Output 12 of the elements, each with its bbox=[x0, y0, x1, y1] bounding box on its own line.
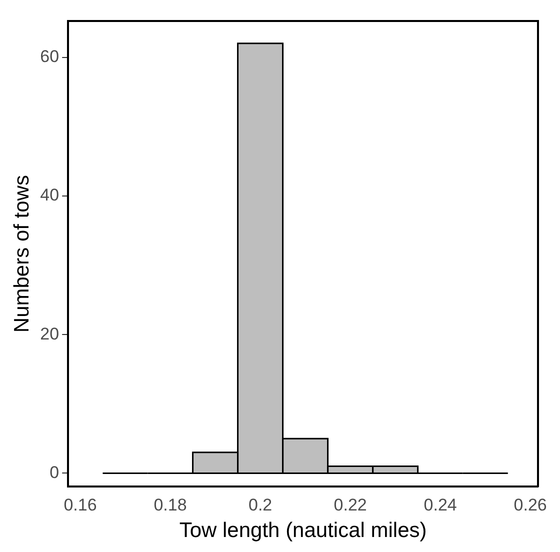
x-tick-label: 0.18 bbox=[154, 495, 187, 514]
x-tick-label: 0.16 bbox=[64, 495, 97, 514]
y-tick-label: 0 bbox=[50, 462, 60, 482]
y-tick-label: 60 bbox=[40, 46, 60, 66]
x-tick-label: 0.2 bbox=[248, 495, 272, 514]
y-tick-label: 20 bbox=[40, 324, 60, 344]
y-tick-label: 40 bbox=[40, 186, 60, 205]
x-tick-label: 0.26 bbox=[514, 495, 547, 514]
x-axis-title: Tow length (nautical miles) bbox=[179, 519, 427, 542]
x-tick-label: 0.22 bbox=[334, 495, 367, 514]
y-axis-title: Numbers of tows bbox=[10, 175, 34, 333]
x-tick-label: 0.24 bbox=[424, 495, 457, 514]
